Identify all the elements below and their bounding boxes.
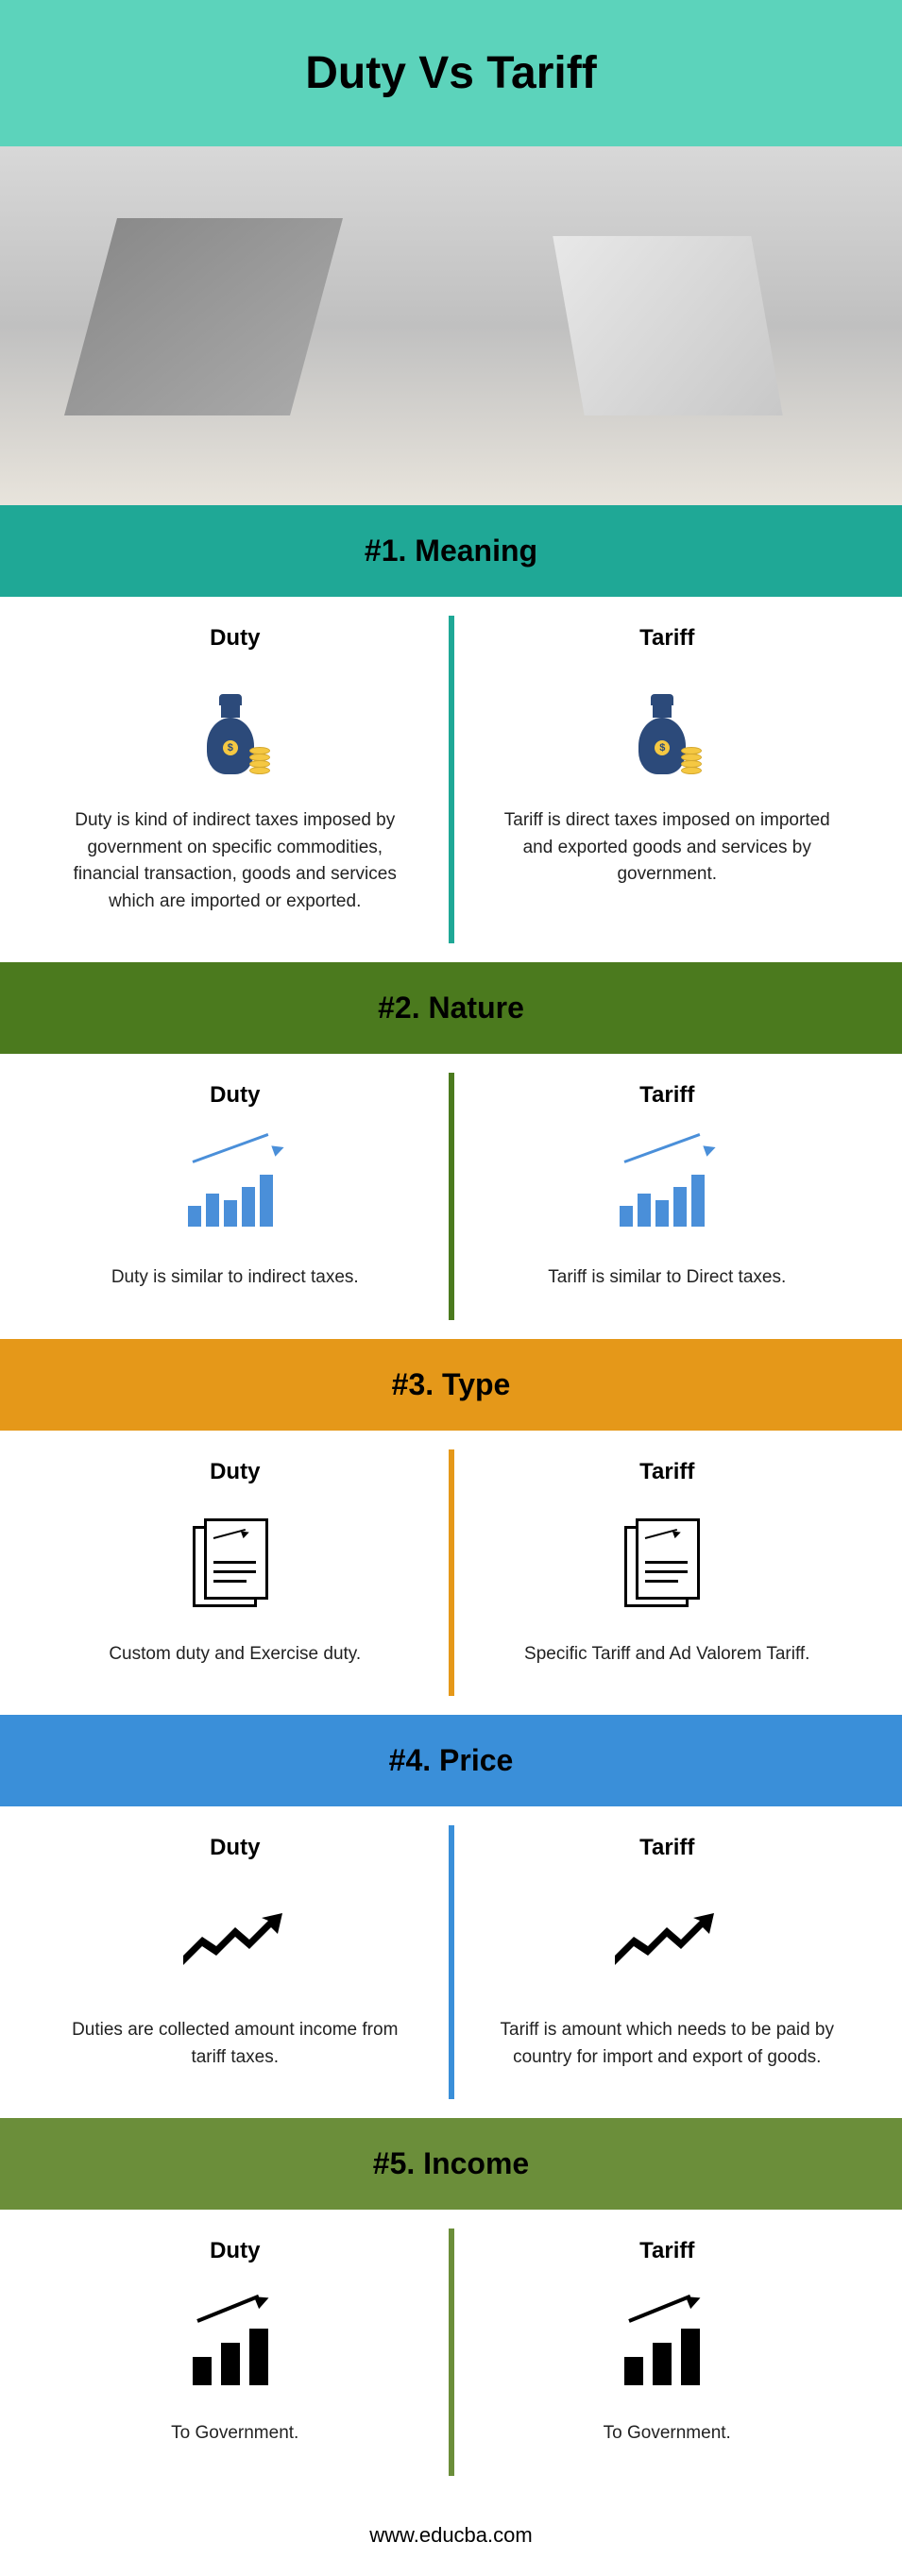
section-header-price: #4. Price (0, 1715, 902, 1806)
section-title: #2. Nature (19, 991, 883, 1025)
section-header-meaning: #1. Meaning (0, 505, 902, 597)
trend-arrow-icon (489, 1890, 846, 1993)
tariff-label: Tariff (489, 2238, 846, 2264)
tariff-text: Tariff is amount which needs to be paid … (489, 2017, 846, 2071)
duty-column: Duty $ Duty is kind of indirect taxes im… (19, 625, 451, 915)
title-section: Duty Vs Tariff (0, 0, 902, 146)
money-bag-icon: $ (489, 680, 846, 784)
money-bag-icon: $ (57, 680, 414, 784)
section-header-nature: #2. Nature (0, 962, 902, 1054)
duty-label: Duty (57, 2238, 414, 2264)
tariff-text: To Government. (489, 2420, 846, 2448)
tariff-column: Tariff To Government. (451, 2238, 884, 2448)
growth-bars-icon (57, 2293, 414, 2397)
comparison-nature: Duty Duty is similar to indirect taxes. … (0, 1054, 902, 1339)
footer-url: www.educba.com (369, 2523, 532, 2547)
tariff-label: Tariff (489, 1835, 846, 1861)
hero-image (0, 146, 902, 505)
duty-column: Duty Duties are collected amount income … (19, 1835, 451, 2071)
duty-text: To Government. (57, 2420, 414, 2448)
duty-text: Custom duty and Exercise duty. (57, 1641, 414, 1669)
trend-arrow-icon (57, 1890, 414, 1993)
tariff-text: Tariff is direct taxes imposed on import… (489, 807, 846, 889)
infographic-container: Duty Vs Tariff #1. Meaning Duty $ Duty i… (0, 0, 902, 2576)
comparison-price: Duty Duties are collected amount income … (0, 1806, 902, 2118)
bar-chart-icon (489, 1137, 846, 1241)
comparison-income: Duty To Government. Tariff To Government… (0, 2210, 902, 2495)
growth-bars-icon (489, 2293, 846, 2397)
tariff-label: Tariff (489, 1082, 846, 1109)
duty-column: Duty Custom duty and Exercise duty. (19, 1459, 451, 1669)
section-header-income: #5. Income (0, 2118, 902, 2210)
tariff-column: Tariff Tariff is similar to Direct taxes… (451, 1082, 884, 1292)
duty-text: Duty is similar to indirect taxes. (57, 1264, 414, 1292)
bar-chart-icon (57, 1137, 414, 1241)
duty-column: Duty To Government. (19, 2238, 451, 2448)
tariff-column: Tariff Tariff is amount which needs to b… (451, 1835, 884, 2071)
section-title: #1. Meaning (19, 534, 883, 568)
duty-label: Duty (57, 1835, 414, 1861)
section-title: #4. Price (19, 1743, 883, 1778)
main-title: Duty Vs Tariff (19, 47, 883, 99)
document-icon (57, 1514, 414, 1618)
tariff-column: Tariff $ Tariff is direct taxes imposed … (451, 625, 884, 915)
duty-text: Duties are collected amount income from … (57, 2017, 414, 2071)
tariff-label: Tariff (489, 625, 846, 652)
section-title: #3. Type (19, 1367, 883, 1402)
duty-label: Duty (57, 625, 414, 652)
duty-label: Duty (57, 1459, 414, 1485)
tariff-text: Specific Tariff and Ad Valorem Tariff. (489, 1641, 846, 1669)
duty-column: Duty Duty is similar to indirect taxes. (19, 1082, 451, 1292)
section-header-type: #3. Type (0, 1339, 902, 1431)
tariff-text: Tariff is similar to Direct taxes. (489, 1264, 846, 1292)
document-icon (489, 1514, 846, 1618)
comparison-type: Duty Custom duty and Exercise duty. Tari… (0, 1431, 902, 1716)
comparison-meaning: Duty $ Duty is kind of indirect taxes im… (0, 597, 902, 962)
tariff-label: Tariff (489, 1459, 846, 1485)
tariff-column: Tariff Specific Tariff and Ad Valorem Ta… (451, 1459, 884, 1669)
duty-label: Duty (57, 1082, 414, 1109)
duty-text: Duty is kind of indirect taxes imposed b… (57, 807, 414, 915)
section-title: #5. Income (19, 2146, 883, 2181)
footer: www.educba.com (0, 2495, 902, 2576)
